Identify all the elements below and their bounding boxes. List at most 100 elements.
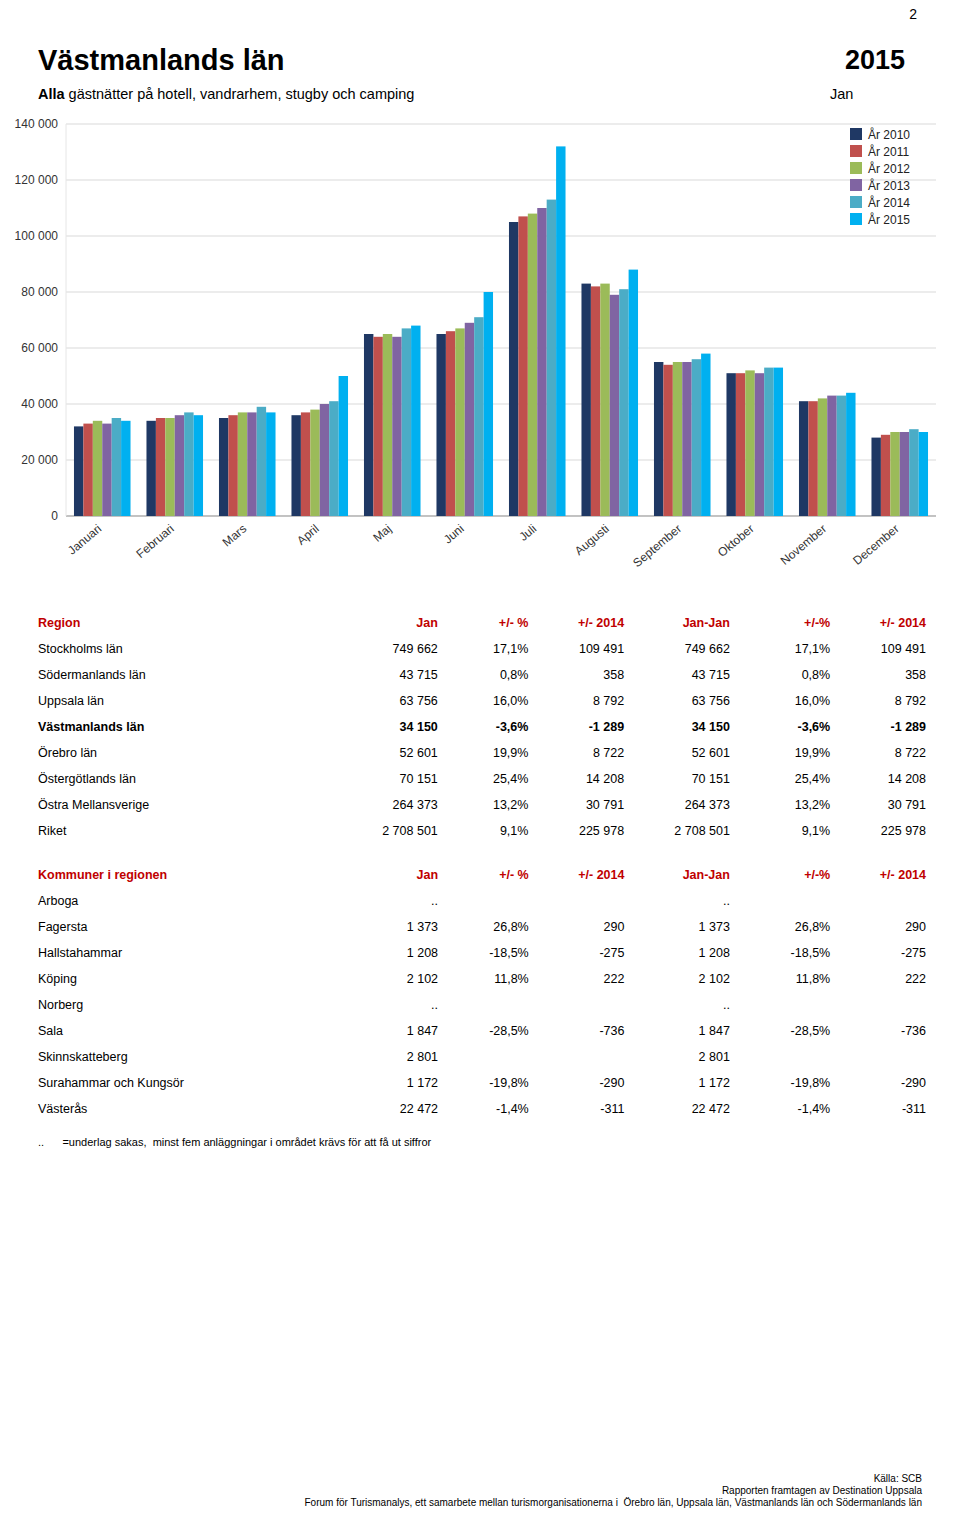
table-cell bbox=[836, 992, 932, 1018]
table-cell: .. bbox=[339, 888, 444, 914]
bar bbox=[509, 222, 518, 516]
x-tick-label: Juli bbox=[516, 522, 539, 544]
table-header: Jan-Jan bbox=[630, 862, 735, 888]
table-cell: 264 373 bbox=[630, 792, 736, 818]
table-cell: -1,4% bbox=[444, 1096, 535, 1122]
table-cell: -311 bbox=[836, 1096, 932, 1122]
table-cell: 1 373 bbox=[630, 914, 735, 940]
table: Kommuner i regionenJan+/- %+/- 2014Jan-J… bbox=[32, 862, 932, 1122]
bar bbox=[165, 418, 174, 516]
bar bbox=[465, 323, 474, 516]
table-row: Södermanlands län43 7150,8%35843 7150,8%… bbox=[32, 662, 932, 688]
table-header: +/- 2014 bbox=[836, 862, 932, 888]
tables: RegionJan+/- %+/- 2014Jan-Jan+/-%+/- 201… bbox=[32, 610, 932, 1148]
x-tick-label: Juni bbox=[441, 522, 467, 547]
table-cell: 30 791 bbox=[534, 792, 630, 818]
bar bbox=[890, 432, 899, 516]
bar bbox=[219, 418, 228, 516]
table-cell: 109 491 bbox=[534, 636, 630, 662]
table-cell: 19,9% bbox=[736, 740, 836, 766]
table-cell: 17,1% bbox=[736, 636, 836, 662]
table-cell: -28,5% bbox=[736, 1018, 836, 1044]
table-cell: Fagersta bbox=[32, 914, 339, 940]
table-cell: -290 bbox=[535, 1070, 631, 1096]
table-cell: 43 715 bbox=[338, 662, 444, 688]
table-header: +/-% bbox=[736, 862, 836, 888]
table-cell: Östra Mellansverige bbox=[32, 792, 338, 818]
bar bbox=[320, 404, 329, 516]
bar bbox=[266, 412, 275, 516]
bar bbox=[102, 424, 111, 516]
bar bbox=[121, 421, 130, 516]
table-cell bbox=[836, 1044, 932, 1070]
bar bbox=[556, 146, 565, 516]
table-cell: -19,8% bbox=[444, 1070, 535, 1096]
bar bbox=[392, 337, 401, 516]
bar bbox=[383, 334, 392, 516]
y-tick-label: 100 000 bbox=[15, 229, 59, 243]
bar bbox=[301, 412, 310, 516]
table-cell: Västerås bbox=[32, 1096, 339, 1122]
x-tick-label: Januari bbox=[65, 522, 104, 558]
bar bbox=[909, 429, 918, 516]
table-row: Västmanlands län34 150-3,6%-1 28934 150-… bbox=[32, 714, 932, 740]
table-cell: 1 208 bbox=[630, 940, 735, 966]
table-cell: 9,1% bbox=[736, 818, 836, 844]
bar bbox=[808, 401, 817, 516]
table-cell: 1 208 bbox=[339, 940, 444, 966]
table-cell: Södermanlands län bbox=[32, 662, 338, 688]
y-tick-label: 120 000 bbox=[15, 173, 59, 187]
table-cell: 52 601 bbox=[338, 740, 444, 766]
table-cell: -275 bbox=[535, 940, 631, 966]
bar-chart: 020 00040 00060 00080 000100 000120 0001… bbox=[0, 112, 960, 592]
y-tick-label: 20 000 bbox=[21, 453, 58, 467]
bar bbox=[755, 373, 764, 516]
source-line: Rapporten framtagen av Destination Uppsa… bbox=[304, 1485, 922, 1497]
period-label: Jan bbox=[830, 86, 853, 102]
bar bbox=[881, 435, 890, 516]
table-cell: 26,8% bbox=[736, 914, 836, 940]
bar bbox=[736, 373, 745, 516]
table-cell: 63 756 bbox=[338, 688, 444, 714]
table-cell: 2 801 bbox=[339, 1044, 444, 1070]
grid-line bbox=[66, 180, 936, 181]
y-tick-label: 60 000 bbox=[21, 341, 58, 355]
table-cell: 0,8% bbox=[444, 662, 535, 688]
year: 2015 bbox=[845, 45, 905, 76]
table-cell: 52 601 bbox=[630, 740, 736, 766]
table-cell: 9,1% bbox=[444, 818, 535, 844]
table-cell: 22 472 bbox=[339, 1096, 444, 1122]
table-cell: 25,4% bbox=[444, 766, 535, 792]
bar bbox=[818, 398, 827, 516]
table-cell: Surahammar och Kungsör bbox=[32, 1070, 339, 1096]
table-cell bbox=[535, 1044, 631, 1070]
x-tick-label: April bbox=[294, 522, 321, 548]
table-cell: 225 978 bbox=[836, 818, 932, 844]
bar bbox=[364, 334, 373, 516]
y-axis-line bbox=[66, 124, 67, 516]
table-header: +/- 2014 bbox=[836, 610, 932, 636]
x-tick-label: Augusti bbox=[572, 522, 612, 558]
table-cell: 25,4% bbox=[736, 766, 836, 792]
x-tick-label: December bbox=[850, 522, 901, 568]
table-cell: .. bbox=[630, 992, 735, 1018]
y-tick-label: 140 000 bbox=[15, 117, 59, 131]
bars bbox=[74, 146, 928, 516]
bar bbox=[919, 432, 928, 516]
table-cell: 13,2% bbox=[444, 792, 535, 818]
table-cell: 63 756 bbox=[630, 688, 736, 714]
table-header: Kommuner i regionen bbox=[32, 862, 339, 888]
x-tick-label: September bbox=[630, 522, 684, 570]
table-cell: Östergötlands län bbox=[32, 766, 338, 792]
table-header-row: RegionJan+/- %+/- 2014Jan-Jan+/-%+/- 201… bbox=[32, 610, 932, 636]
legend-swatch bbox=[850, 162, 862, 174]
table-cell: 358 bbox=[534, 662, 630, 688]
legend-swatch bbox=[850, 213, 862, 225]
table-header: +/- 2014 bbox=[535, 862, 631, 888]
bar bbox=[175, 415, 184, 516]
table-header: +/- 2014 bbox=[534, 610, 630, 636]
table-cell: Skinnskatteberg bbox=[32, 1044, 339, 1070]
table-row: Uppsala län63 75616,0%8 79263 75616,0%8 … bbox=[32, 688, 932, 714]
bar bbox=[591, 286, 600, 516]
legend-swatch bbox=[850, 145, 862, 157]
